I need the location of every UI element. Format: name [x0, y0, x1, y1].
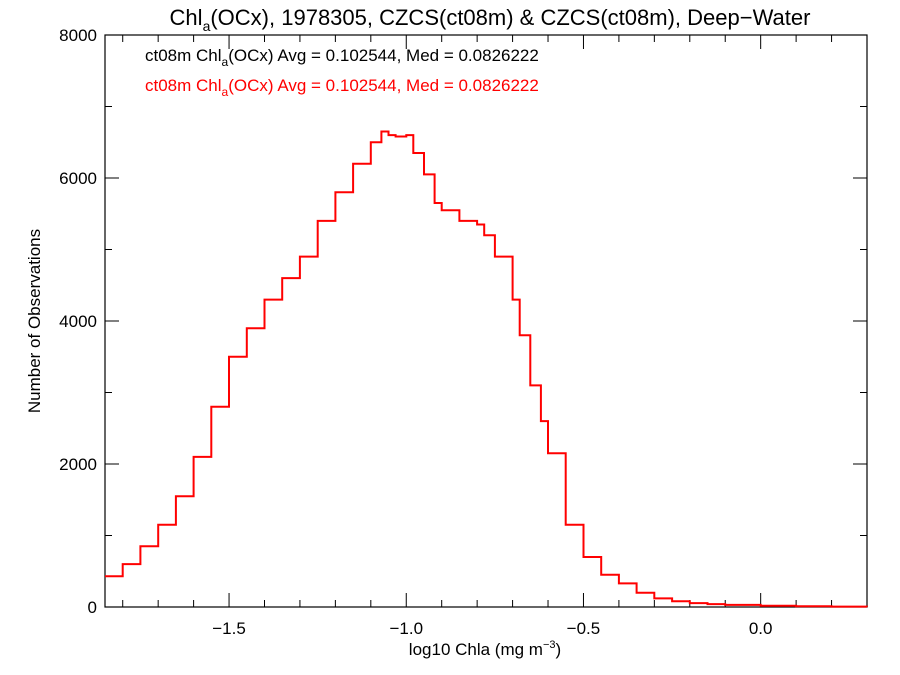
x-tick-label: 0.0 — [749, 619, 773, 638]
x-tick-labels: −1.5 −1.0 −0.5 0.0 — [212, 619, 772, 638]
y-tick-labels: 0 2000 4000 6000 8000 — [59, 26, 97, 617]
y-axis-label: Number of Observations — [25, 229, 44, 413]
histogram-series-line — [105, 130, 868, 608]
y-tick-label: 0 — [88, 598, 97, 617]
y-tick-label: 4000 — [59, 312, 97, 331]
plot-frame — [104, 34, 868, 608]
y-tick-label: 8000 — [59, 26, 97, 45]
stats-annotation-red: ct08m Chla(OCx) Avg = 0.102544, Med = 0.… — [145, 76, 539, 99]
axis-ticks — [105, 34, 868, 608]
x-axis-label: log10 Chla (mg m−3) — [409, 639, 561, 659]
stats-annotation-black: ct08m Chla(OCx) Avg = 0.102544, Med = 0.… — [145, 46, 539, 69]
x-tick-label: −1.0 — [389, 619, 423, 638]
chart-title: Chla(OCx), 1978305, CZCS(ct08m) & CZCS(c… — [170, 5, 811, 34]
y-tick-label: 6000 — [59, 169, 97, 188]
x-tick-label: −1.5 — [212, 619, 246, 638]
x-tick-label: −0.5 — [567, 619, 601, 638]
y-tick-label: 2000 — [59, 455, 97, 474]
